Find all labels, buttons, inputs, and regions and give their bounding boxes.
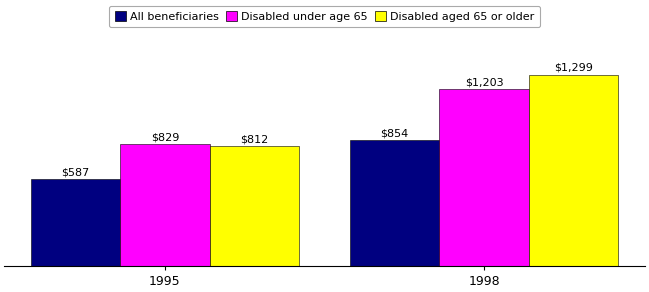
Bar xyxy=(439,89,529,266)
Legend: All beneficiaries, Disabled under age 65, Disabled aged 65 or older: All beneficiaries, Disabled under age 65… xyxy=(109,6,540,27)
Bar xyxy=(210,146,299,266)
Bar xyxy=(31,180,120,266)
Bar xyxy=(350,140,439,266)
Bar xyxy=(529,75,618,266)
Text: $854: $854 xyxy=(380,128,409,138)
Text: $1,299: $1,299 xyxy=(554,63,593,73)
Text: $587: $587 xyxy=(62,168,90,178)
Text: $812: $812 xyxy=(240,135,269,145)
Text: $829: $829 xyxy=(151,132,179,142)
Bar xyxy=(120,144,210,266)
Text: $1,203: $1,203 xyxy=(465,77,504,87)
